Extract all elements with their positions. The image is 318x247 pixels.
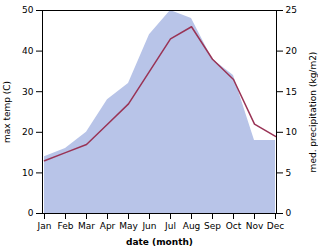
svg-text:Jun: Jun <box>141 221 156 231</box>
svg-text:40: 40 <box>22 46 34 56</box>
svg-text:Mar: Mar <box>78 221 95 231</box>
svg-text:20: 20 <box>22 127 34 137</box>
svg-text:Feb: Feb <box>58 221 74 231</box>
svg-text:Aug: Aug <box>183 221 201 231</box>
svg-text:20: 20 <box>286 46 298 56</box>
svg-text:date (month): date (month) <box>126 237 193 247</box>
svg-text:0: 0 <box>286 208 292 218</box>
svg-text:Dec: Dec <box>267 221 284 231</box>
svg-text:Apr: Apr <box>100 221 116 231</box>
svg-text:May: May <box>119 221 138 231</box>
svg-text:30: 30 <box>22 87 34 97</box>
svg-text:Jan: Jan <box>37 221 52 231</box>
svg-text:50: 50 <box>22 5 34 15</box>
svg-text:max temp (C): max temp (C) <box>2 81 12 143</box>
svg-text:10: 10 <box>286 127 298 137</box>
svg-text:25: 25 <box>286 5 297 15</box>
svg-text:15: 15 <box>286 87 297 97</box>
svg-text:5: 5 <box>286 168 292 178</box>
svg-text:Sep: Sep <box>204 221 221 231</box>
svg-text:10: 10 <box>22 168 34 178</box>
svg-text:0: 0 <box>28 208 34 218</box>
svg-text:Oct: Oct <box>226 221 242 231</box>
svg-text:Jul: Jul <box>164 221 176 231</box>
svg-text:med. precipitation (kg/m2): med. precipitation (kg/m2) <box>308 52 318 173</box>
svg-text:Nov: Nov <box>246 221 264 231</box>
